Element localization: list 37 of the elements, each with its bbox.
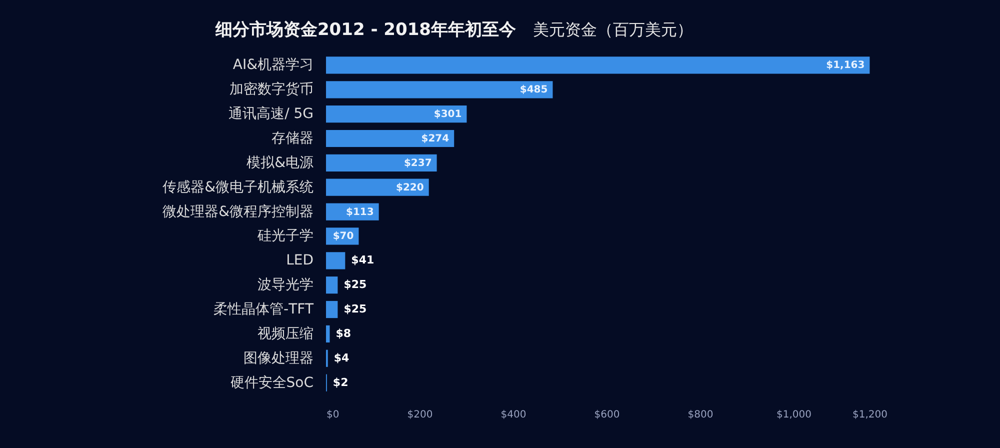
y-tick-label: 硬件安全SoC (230, 374, 314, 391)
x-tick-label: $1,200 (852, 410, 888, 420)
data-label: $113 (346, 206, 374, 218)
data-label: $274 (421, 134, 450, 144)
x-tick-label: $600 (594, 410, 620, 420)
data-label: $25 (344, 302, 367, 316)
x-tick-label: $1,000 (776, 410, 812, 420)
x-tick-label: $400 (500, 410, 526, 420)
y-tick-label: 图像处理器 (244, 350, 314, 366)
y-tick-label: 加密数字货币 (230, 82, 314, 98)
x-tick-label: $200 (407, 410, 433, 420)
data-label: $1,163 (826, 60, 865, 72)
y-tick-label: 传感器&微电子机械系统 (162, 179, 314, 196)
data-label: $70 (332, 231, 354, 242)
x-tick-label: $800 (688, 410, 714, 420)
y-tick-label: 模拟&电源 (246, 154, 314, 171)
data-label: $25 (344, 278, 367, 292)
data-label: $8 (336, 326, 352, 340)
chart-title: 细分市场资金2012 - 2018年年初至今 (214, 20, 517, 40)
y-tick-label: LED (286, 252, 314, 269)
data-label: $2 (332, 376, 348, 389)
chart-subtitle: 美元资金（百万美元） (533, 20, 693, 39)
data-label: $4 (334, 351, 350, 364)
data-label: $41 (351, 254, 374, 267)
y-tick-label: 硅光子学 (256, 228, 314, 244)
data-label: $485 (520, 84, 548, 96)
y-tick-label: 柔性晶体管-TFT (214, 302, 314, 318)
y-tick-label: 通讯高速/ 5G (228, 106, 314, 122)
y-tick-label: 视频压缩 (258, 326, 314, 342)
x-tick-label: $0 (326, 410, 340, 420)
data-label: $301 (434, 109, 462, 120)
data-label: $220 (396, 182, 424, 194)
data-label: $237 (404, 158, 432, 169)
y-tick-label: 微处理器&微程序控制器 (162, 204, 314, 220)
y-tick-label: AI&机器学习 (232, 57, 314, 74)
y-tick-label: 波导光学 (258, 277, 314, 294)
y-tick-label: 存储器 (272, 130, 314, 146)
